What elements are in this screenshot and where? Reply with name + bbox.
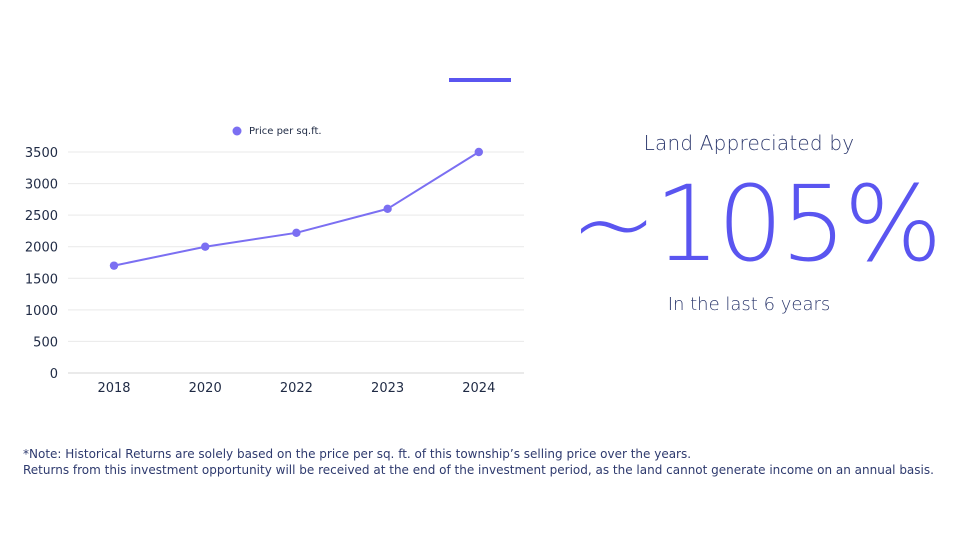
legend-label: Price per sq.ft. (249, 126, 322, 137)
x-axis-ticks: 2018 2020 2022 2023 2024 (97, 381, 495, 396)
y-tick-label: 3000 (25, 178, 58, 193)
y-tick-label: 500 (33, 335, 58, 350)
legend: Price per sq.ft. (232, 126, 322, 137)
price-line-chart: 0 500 1000 1500 2000 2500 3000 3500 2018 2020 202… (25, 126, 524, 396)
series-line (113, 151, 480, 267)
y-tick-label: 2500 (25, 209, 58, 224)
appreciation-period: In the last 6 years (667, 294, 831, 315)
footnote: *Note: Historical Returns are solely bas… (23, 446, 938, 478)
legend-marker (232, 126, 242, 136)
accent-bar (449, 78, 511, 82)
appreciation-value: ~105% (570, 163, 942, 285)
grid-lines (68, 151, 524, 374)
data-point (292, 228, 301, 238)
x-tick-label: 2023 (371, 381, 404, 396)
y-tick-label: 1500 (25, 272, 58, 287)
y-tick-label: 1000 (25, 304, 58, 319)
data-point (474, 147, 483, 157)
data-point (109, 261, 119, 270)
x-tick-label: 2022 (280, 381, 313, 396)
y-axis-ticks: 0 500 1000 1500 2000 2500 3000 3500 (25, 146, 58, 382)
series-price-per-sqft (109, 147, 483, 270)
y-tick-label: 0 (50, 367, 58, 382)
y-tick-label: 2000 (25, 241, 58, 256)
x-tick-label: 2024 (462, 381, 495, 396)
appreciation-heading: Land Appreciated by (643, 131, 855, 155)
footnote-line-1: *Note: Historical Returns are solely bas… (23, 447, 692, 461)
footnote-line-2: Returns from this investment opportunity… (23, 463, 934, 477)
y-tick-label: 3500 (25, 146, 58, 161)
data-point (201, 242, 210, 251)
x-tick-label: 2020 (189, 381, 222, 396)
data-point (383, 204, 392, 214)
x-tick-label: 2018 (97, 381, 130, 396)
